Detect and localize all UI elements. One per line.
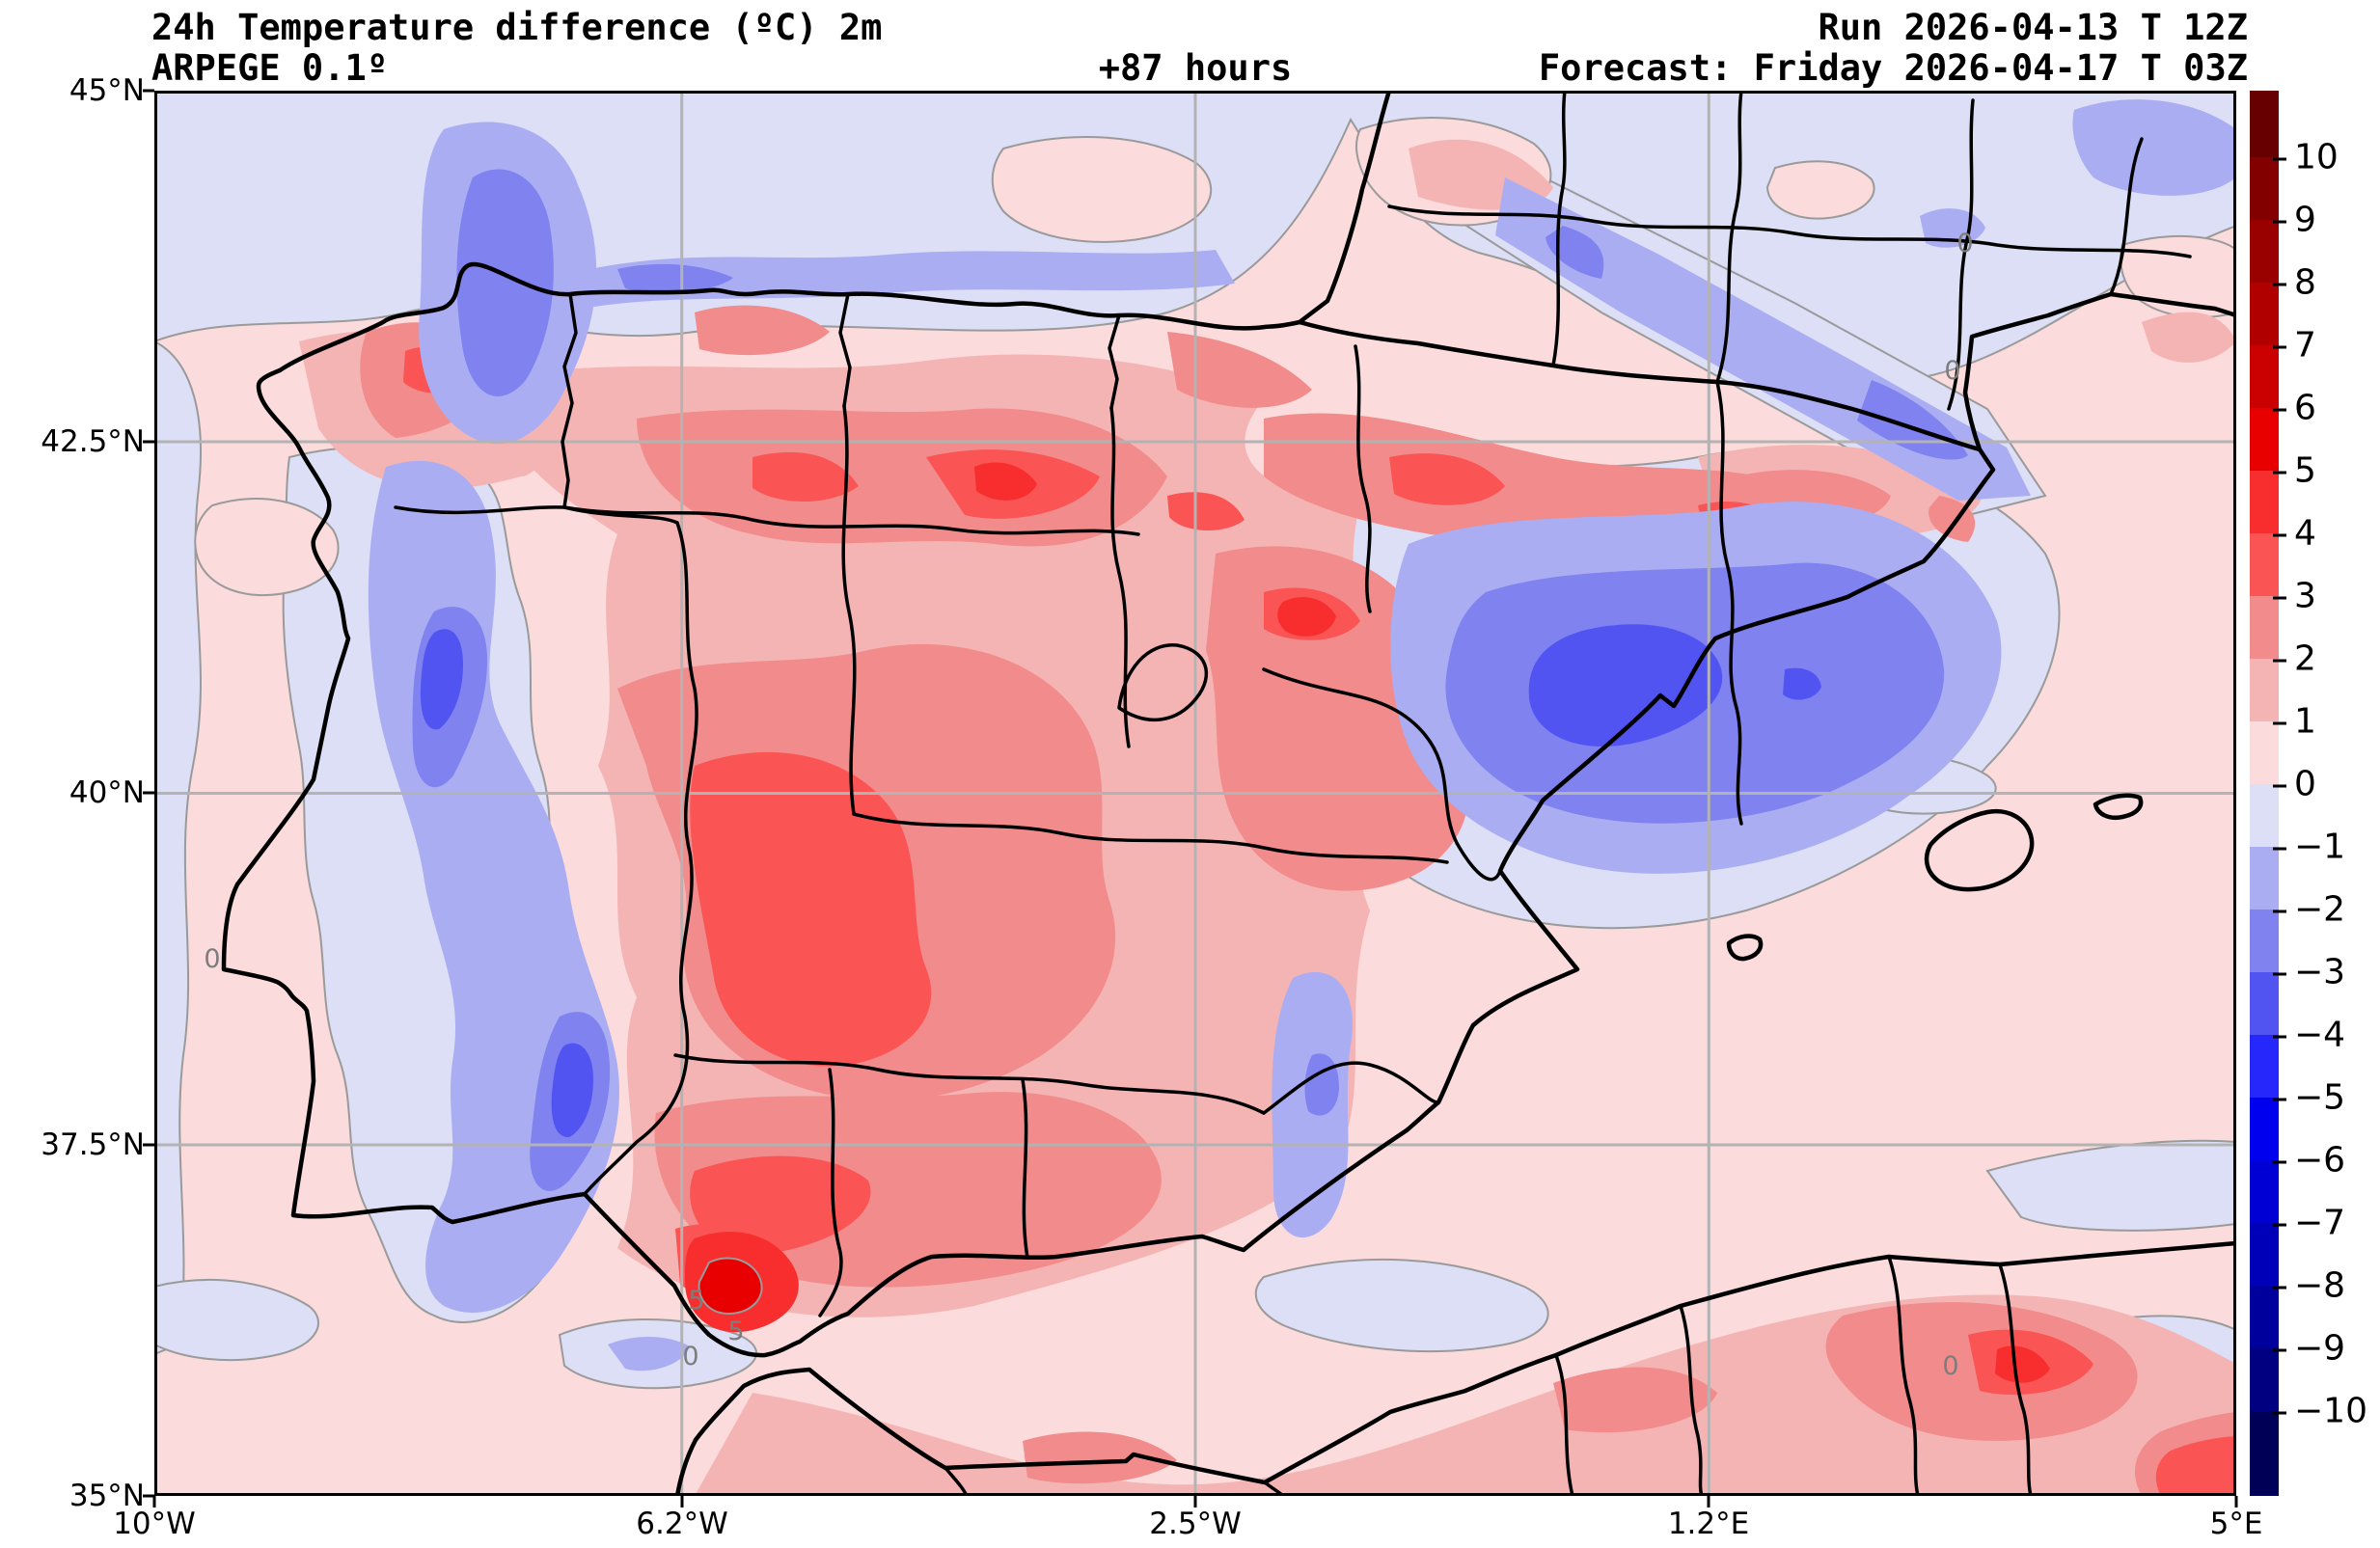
run-label: Run 2026-04-13 T 12Z xyxy=(1818,7,2248,48)
page-title: 24h Temperature difference (ºC) 2m xyxy=(151,7,883,48)
lon-tick-label: 6.2°W xyxy=(636,1507,728,1541)
admin-borders xyxy=(394,91,2192,1496)
colorbar-tick-label: −1 xyxy=(2273,828,2345,867)
coastline xyxy=(221,91,2236,1496)
lon-tick xyxy=(680,1496,684,1507)
graticule xyxy=(154,91,2236,1496)
contour-label: 0 xyxy=(204,944,220,974)
lat-tick xyxy=(143,1494,154,1498)
lat-tick-label: 37.5°N xyxy=(41,1127,145,1162)
lat-tick xyxy=(143,1143,154,1147)
lat-tick-label: 42.5°N xyxy=(41,424,145,459)
colorbar-tick-label: 2 xyxy=(2273,639,2316,679)
colorbar-tick-label: 1 xyxy=(2273,702,2316,742)
colorbar-tick-label: 6 xyxy=(2273,389,2316,428)
map-canvas: 5 5 0 0 0 0 0 xyxy=(154,91,2236,1496)
colorbar-tick-label: −8 xyxy=(2273,1266,2345,1306)
colorbar-tick-label: 9 xyxy=(2273,201,2316,240)
lat-tick-label: 45°N xyxy=(68,73,145,108)
lon-tick-label: 2.5°W xyxy=(1149,1507,1242,1541)
lat-tick xyxy=(143,791,154,795)
colorbar-tick-label: −2 xyxy=(2273,890,2345,930)
colorbar-tick-label: 3 xyxy=(2273,577,2316,616)
colorbar-tick-label: 10 xyxy=(2273,138,2339,177)
lat-tick xyxy=(143,89,154,93)
lon-tick xyxy=(1707,1496,1710,1507)
lon-tick xyxy=(152,1496,156,1507)
lead-time-label: +87 hours xyxy=(1098,47,1293,89)
lon-tick-label: 10°W xyxy=(113,1507,196,1541)
contour-label: 0 xyxy=(1944,356,1960,386)
field-neg3-4-layer xyxy=(420,624,1821,1138)
contour-label: 0 xyxy=(1942,1351,1958,1381)
colorbar-tick-label: 5 xyxy=(2273,451,2316,491)
map-frame xyxy=(154,91,2236,1496)
colorbar-tick-label: −5 xyxy=(2273,1078,2345,1118)
lon-tick-label: 5°E xyxy=(2209,1507,2263,1541)
colorbar-tick-label: 7 xyxy=(2273,326,2316,366)
colorbar-tick-label: 0 xyxy=(2273,765,2316,804)
contour-label: 5 xyxy=(688,1286,704,1316)
lon-tick-label: 1.2°E xyxy=(1667,1507,1750,1541)
colorbar-tick-label: −7 xyxy=(2273,1204,2345,1243)
lon-tick xyxy=(2234,1496,2238,1507)
model-label: ARPEGE 0.1º xyxy=(151,47,389,89)
colorbar-tick-label: −3 xyxy=(2273,953,2345,992)
colorbar-tick-label: −10 xyxy=(2273,1392,2367,1431)
lon-tick xyxy=(1193,1496,1197,1507)
colorbar-tick-label: 4 xyxy=(2273,514,2316,554)
forecast-label: Forecast: Friday 2026-04-17 T 03Z xyxy=(1538,47,2248,89)
lat-tick-label: 35°N xyxy=(68,1479,145,1513)
colorbar-tick-label: −6 xyxy=(2273,1141,2345,1181)
contour-labels: 5 5 0 0 0 0 0 xyxy=(204,229,1973,1381)
temperature-difference-map: 5 5 0 0 0 0 0 xyxy=(154,91,2236,1496)
contour-label: 5 xyxy=(727,1317,744,1346)
lat-tick xyxy=(143,440,154,444)
contour-label: 0 xyxy=(682,1342,698,1371)
colorbar-tick-label: −4 xyxy=(2273,1016,2345,1055)
lat-tick-label: 40°N xyxy=(68,775,145,810)
colorbar-tick-label: −9 xyxy=(2273,1329,2345,1369)
contour-label: 0 xyxy=(1956,229,1973,258)
colorbar-tick-label: 8 xyxy=(2273,263,2316,303)
